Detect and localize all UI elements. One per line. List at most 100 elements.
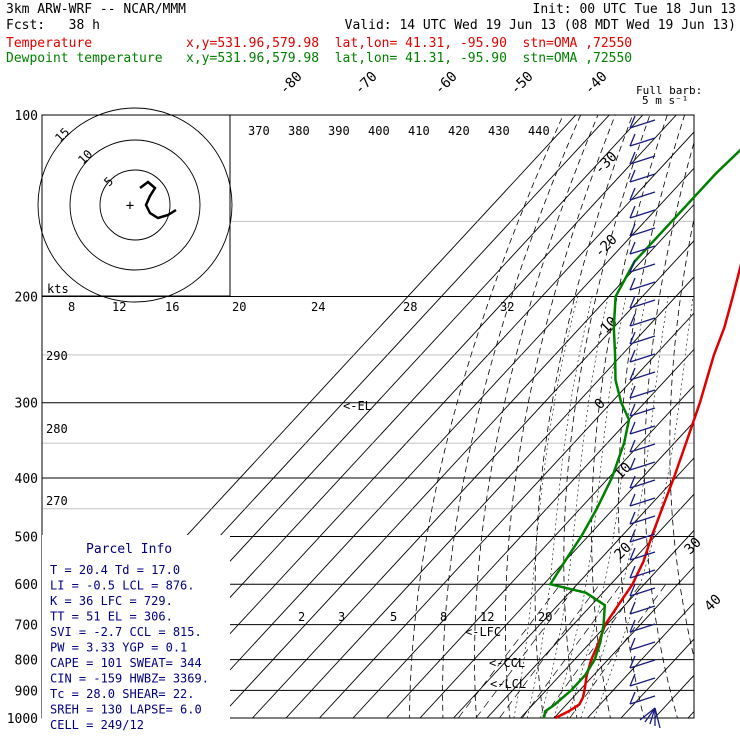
wind-barb-flag <box>629 241 636 255</box>
wind-barb <box>629 443 656 453</box>
wind-barb <box>629 623 656 633</box>
mixing-ratio-line <box>499 583 600 718</box>
wind-barb-flag <box>629 547 636 561</box>
parcel-row: PW = 3.33 YGP = 0.1 <box>50 641 187 655</box>
wind-barb-flag <box>629 277 636 291</box>
wind-barb <box>629 137 656 147</box>
wind-barb-flag <box>629 565 636 579</box>
dry-adiabat <box>563 115 651 718</box>
pressure-label: 1000 <box>7 712 38 727</box>
dry-adiabat <box>669 216 694 659</box>
wind-barb-flag <box>629 457 636 471</box>
dewpoint-profile <box>542 148 740 719</box>
isotherm <box>419 421 694 718</box>
wind-barb-flag <box>629 403 636 417</box>
parcel-row: CELL = 249/12 <box>50 718 144 732</box>
wind-barb <box>629 407 656 417</box>
pressure-label: 700 <box>15 619 38 634</box>
theta-label: 270 <box>46 494 68 508</box>
wind-barb <box>629 191 656 201</box>
theta-label: 370 <box>248 124 270 138</box>
mixing-ratio-label: 5 <box>390 610 397 624</box>
theta-label: 280 <box>46 422 68 436</box>
barb-legend-units: 5 m s⁻¹ <box>642 94 688 107</box>
isotherm <box>654 674 694 718</box>
parcel-row: SVI = -2.7 CCL = 815. <box>50 625 202 639</box>
wind-barb <box>629 641 656 651</box>
init-time: Init: 00 UTC Tue 18 Jun 13 <box>532 2 737 17</box>
wind-barb-flag <box>629 169 636 183</box>
parcel-row: CAPE = 101 SWEAT= 344 <box>50 656 202 670</box>
wind-barb <box>649 707 656 725</box>
temperature-axis-label: -40 <box>582 69 611 98</box>
pressure-label: 800 <box>15 654 38 669</box>
parcel-box-bg <box>42 535 230 725</box>
temperature-axis-label: 30 <box>682 535 705 558</box>
wind-barb-flag <box>629 691 636 705</box>
wind-barb-flag <box>629 385 636 399</box>
hodograph-trace <box>139 180 177 220</box>
temperature-axis-label: -60 <box>432 69 461 98</box>
temperature-axis-label: -30 <box>592 149 621 178</box>
dry-adiabat <box>534 115 633 718</box>
forecast-hour: Fcst: 38 h <box>6 18 100 33</box>
wind-barbs: Full barb:5 m s⁻¹ <box>629 84 702 729</box>
isotherm <box>453 457 694 718</box>
wind-barb <box>629 281 656 291</box>
wind-barb-flag <box>629 133 636 147</box>
wind-barb <box>629 389 656 399</box>
pressure-label: 600 <box>15 578 38 593</box>
wind-barb-flag <box>629 259 636 273</box>
wind-barb <box>629 587 656 597</box>
marker-ccl: <-CCL <box>489 656 525 670</box>
parcel-row: SREH = 130 LAPSE= 6.0 <box>50 703 202 717</box>
wind-barb <box>629 551 656 561</box>
temperature-axis-label: -80 <box>277 69 306 98</box>
isotherm <box>386 384 694 718</box>
barb-legend-title: Full barb: <box>636 84 702 97</box>
temperature-profile <box>554 263 740 720</box>
wind-barb-flag <box>629 601 636 615</box>
pressure-label: 900 <box>15 684 38 699</box>
wind-barb <box>629 425 656 435</box>
theta-w-label: 20 <box>232 300 246 314</box>
theta-w-label: 8 <box>68 300 75 314</box>
parcel-title: Parcel Info <box>86 542 172 557</box>
dewpoint-legend: Dewpoint temperature x,y=531.96,579.98 l… <box>6 51 633 66</box>
wind-barb-flag <box>629 439 636 453</box>
parcel-row: Tc = 28.0 SHEAR= 22. <box>50 687 195 701</box>
isotherm <box>620 638 694 718</box>
pressure-label: 200 <box>15 291 38 306</box>
mixing-ratio-label: 2 <box>298 610 305 624</box>
mixing-ratio-label: 20 <box>538 610 552 624</box>
theta-label: 410 <box>408 124 430 138</box>
wind-barb <box>629 227 656 237</box>
wind-barb-flag <box>629 655 636 669</box>
pressure-label: 400 <box>15 472 38 487</box>
dry-adiabat <box>694 115 740 731</box>
wind-barb-flag <box>629 529 636 543</box>
theta-w-label: 16 <box>165 300 179 314</box>
wind-barb <box>629 119 656 129</box>
parcel-row: CIN = -159 HWBZ= 3369. <box>50 672 209 686</box>
wind-barb <box>629 677 656 687</box>
dry-adiabat <box>474 115 599 718</box>
wind-barb <box>629 263 656 273</box>
wind-barb-flag <box>629 511 636 525</box>
hodograph-frame <box>41 114 231 297</box>
wind-barb <box>629 299 656 309</box>
marker-lcl: <-LCL <box>490 677 526 691</box>
wind-barb <box>629 515 656 525</box>
wind-barb-flag <box>629 367 636 381</box>
temperature-axis-label: 40 <box>702 592 725 615</box>
wind-barb <box>629 335 656 345</box>
theta-w-label: 24 <box>311 300 325 314</box>
mixing-ratio-label: 3 <box>338 610 345 624</box>
wind-barb <box>629 371 656 381</box>
wind-barb-flag <box>629 619 636 633</box>
theta-w-label: 32 <box>500 300 514 314</box>
wind-barb <box>629 209 656 219</box>
dry-adiabat <box>618 115 685 718</box>
moist-adiabat <box>593 296 694 718</box>
